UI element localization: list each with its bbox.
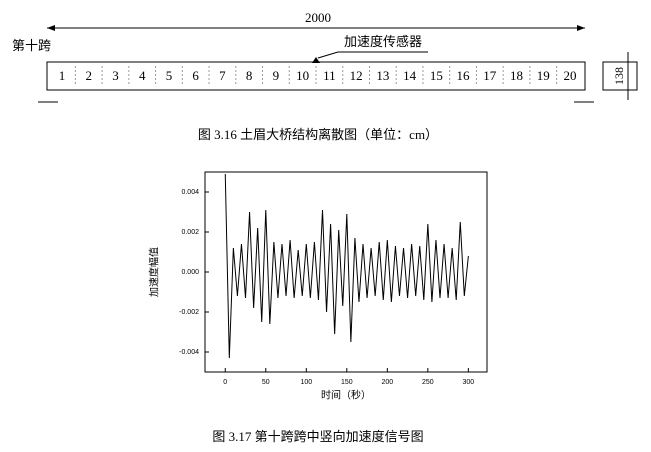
y-tick-label: -0.004 <box>179 349 199 356</box>
node-label: 19 <box>537 68 550 83</box>
node-label: 7 <box>219 68 226 83</box>
y-tick-label: -0.002 <box>179 309 199 316</box>
node-label: 6 <box>192 68 199 83</box>
x-axis-label: 时间（秒） <box>321 388 371 401</box>
node-label: 1 <box>59 68 66 83</box>
node-label: 8 <box>246 68 253 83</box>
beam <box>46 61 586 91</box>
x-tick-label: 200 <box>381 379 393 386</box>
node-label: 18 <box>510 68 523 83</box>
section-box <box>602 61 638 91</box>
x-tick-label: 250 <box>422 379 434 386</box>
node-label: 12 <box>350 68 363 83</box>
node-label: 5 <box>166 68 173 83</box>
node-label: 4 <box>139 68 146 83</box>
x-tick-label: 300 <box>463 379 475 386</box>
node-label: 14 <box>403 68 417 83</box>
y-tick-label: 0.002 <box>181 229 199 236</box>
node-label: 13 <box>376 68 389 83</box>
node-label: 11 <box>323 68 336 83</box>
node-label: 2 <box>85 68 92 83</box>
y-tick-label: 0.000 <box>181 269 199 276</box>
sensor-label: 加速度传感器 <box>344 34 422 49</box>
x-tick-label: 0 <box>223 379 227 386</box>
node-label: 3 <box>112 68 119 83</box>
plot-frame <box>204 171 488 373</box>
node-label: 17 <box>483 68 497 83</box>
span-name: 第十跨 <box>12 38 51 53</box>
node-label: 9 <box>273 68 280 83</box>
signal-line <box>224 173 469 359</box>
node-label: 15 <box>430 68 443 83</box>
node-label: 10 <box>296 68 309 83</box>
x-tick-label: 150 <box>341 379 353 386</box>
sensor-leader <box>317 51 339 59</box>
span-length: 2000 <box>305 10 331 25</box>
node-label: 20 <box>564 68 577 83</box>
node-label: 16 <box>457 68 471 83</box>
height-label: 138 <box>612 67 626 85</box>
x-tick-label: 50 <box>262 379 270 386</box>
figure-caption: 图 3.17 第十跨跨中竖向加速度信号图 <box>212 429 423 444</box>
x-tick-label: 100 <box>300 379 312 386</box>
y-tick-label: 0.004 <box>181 189 199 196</box>
figure-caption: 图 3.16 土眉大桥结构离散图（单位：cm） <box>198 127 438 142</box>
y-axis-label: 加速度幅值 <box>147 247 160 297</box>
